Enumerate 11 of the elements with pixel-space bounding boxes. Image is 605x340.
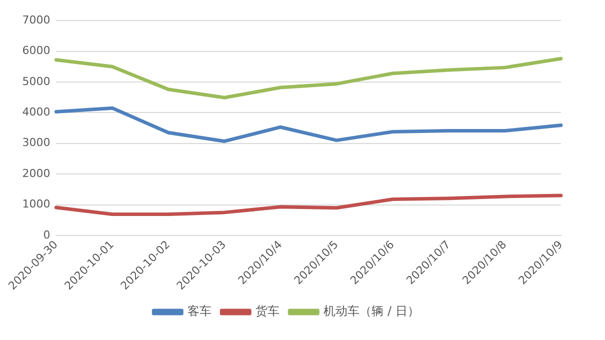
y-tick-label: 1000 [22, 198, 50, 211]
legend-label: 机动车（辆 / 日） [324, 304, 420, 318]
y-tick-label: 2000 [22, 166, 50, 180]
legend-label: 客车 [188, 304, 212, 318]
y-tick-label: 4000 [22, 106, 50, 119]
y-tick-label: 0 [43, 228, 50, 242]
y-tick-label: 5000 [22, 74, 50, 88]
y-tick-label: 7000 [22, 13, 50, 26]
y-tick-label: 6000 [22, 44, 50, 58]
y-tick-label: 3000 [22, 136, 50, 150]
legend-label: 货车 [256, 304, 280, 318]
